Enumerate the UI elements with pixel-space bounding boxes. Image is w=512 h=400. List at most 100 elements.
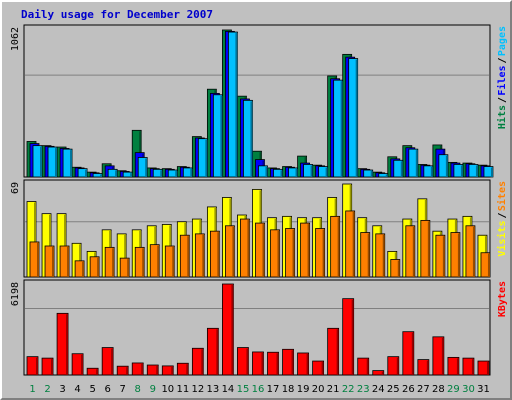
bar-shade-sites-day-28 xyxy=(442,236,445,277)
bar-shade-pages-day-11 xyxy=(190,168,193,177)
day-label-31: 31 xyxy=(477,384,490,395)
bar-shade-sites-day-22 xyxy=(352,211,355,277)
day-label-1: 1 xyxy=(29,384,35,395)
bar-shade-kbytes-day-8 xyxy=(141,363,144,375)
bar-shade-pages-day-19 xyxy=(310,165,313,177)
bar-shade-sites-day-1 xyxy=(37,242,39,277)
legend-hits: Hits xyxy=(496,105,508,129)
bar-shade-kbytes-day-13 xyxy=(216,329,219,375)
day-label-6: 6 xyxy=(104,384,110,395)
day-label-11: 11 xyxy=(176,384,189,395)
y-max-label-bottom: 6198 xyxy=(10,282,21,306)
day-label-20: 20 xyxy=(312,384,325,395)
day-label-28: 28 xyxy=(432,384,445,395)
bar-shade-kbytes-day-21 xyxy=(336,329,339,375)
day-label-3: 3 xyxy=(59,384,65,395)
bar-shade-pages-day-23 xyxy=(370,171,373,177)
bar-shade-kbytes-day-26 xyxy=(411,332,414,375)
bar-shade-sites-day-14 xyxy=(232,226,235,277)
bar-shade-sites-day-13 xyxy=(217,232,220,277)
bar-shade-kbytes-day-19 xyxy=(306,353,309,375)
day-label-10: 10 xyxy=(161,384,174,395)
day-label-26: 26 xyxy=(402,384,415,395)
bar-shade-pages-day-8 xyxy=(145,158,148,177)
bar-shade-sites-day-17 xyxy=(277,230,280,277)
bar-shade-pages-day-13 xyxy=(220,95,223,177)
bar-shade-sites-day-16 xyxy=(262,224,265,277)
bar-shade-pages-day-26 xyxy=(415,150,418,177)
bar-shade-sites-day-4 xyxy=(82,261,85,277)
bar-shade-kbytes-day-29 xyxy=(456,358,459,375)
bar-shade-kbytes-day-25 xyxy=(396,357,399,375)
day-label-21: 21 xyxy=(327,384,340,395)
bar-shade-kbytes-day-14 xyxy=(231,285,234,375)
bar-sites-day-16 xyxy=(255,222,265,278)
bar-shade-pages-day-20 xyxy=(325,167,328,177)
bar-shade-pages-day-7 xyxy=(130,173,133,177)
bar-shade-kbytes-day-6 xyxy=(111,348,114,375)
y-max-label-top: 1062 xyxy=(10,27,21,51)
day-label-12: 12 xyxy=(192,384,205,395)
legend-visits: Visits xyxy=(496,221,508,257)
legend-separator-middle: / xyxy=(497,213,508,219)
bar-shade-kbytes-day-12 xyxy=(201,349,204,375)
bar-kbytes-day-16 xyxy=(252,351,264,376)
day-label-27: 27 xyxy=(417,384,430,395)
bar-shade-kbytes-day-15 xyxy=(246,348,249,375)
day-label-19: 19 xyxy=(297,384,310,395)
bar-shade-sites-day-23 xyxy=(367,233,370,277)
legend-pages: Pages xyxy=(497,26,508,56)
bar-shade-kbytes-day-2 xyxy=(51,359,54,375)
day-label-22: 22 xyxy=(342,384,355,395)
bar-shade-pages-day-14 xyxy=(235,33,238,177)
day-label-25: 25 xyxy=(387,384,400,395)
legend-sites: Sites xyxy=(496,181,508,211)
legend-separator-top: / xyxy=(497,97,508,103)
bar-shade-sites-day-12 xyxy=(202,234,205,277)
bar-shade-kbytes-day-31 xyxy=(486,362,489,375)
bar-shade-pages-day-28 xyxy=(445,155,448,177)
bar-shade-kbytes-day-18 xyxy=(291,350,294,375)
bar-shade-pages-day-5 xyxy=(100,174,103,177)
bar-shade-pages-day-16 xyxy=(265,166,268,177)
bar-shade-pages-day-6 xyxy=(115,170,118,177)
bar-shade-kbytes-day-27 xyxy=(426,360,429,375)
bar-shade-visits-day-7 xyxy=(124,234,127,277)
bar-shade-pages-day-21 xyxy=(340,81,343,177)
bar-shade-kbytes-day-1 xyxy=(36,357,38,375)
bar-shade-sites-day-7 xyxy=(127,259,130,277)
bar-shade-sites-day-20 xyxy=(322,229,325,277)
day-label-14: 14 xyxy=(222,384,235,395)
day-label-17: 17 xyxy=(267,384,280,395)
bar-shade-sites-day-27 xyxy=(427,221,430,277)
bar-shade-sites-day-18 xyxy=(292,229,295,277)
legend-separator-top: / xyxy=(497,58,508,64)
bar-shade-kbytes-day-20 xyxy=(321,362,324,375)
legend-kbytes: KBytes xyxy=(497,281,508,317)
bar-shade-sites-day-15 xyxy=(247,220,250,277)
chart-title: Daily usage for December 2007 xyxy=(21,8,214,21)
bar-shade-sites-day-30 xyxy=(472,226,475,277)
bar-shade-sites-day-8 xyxy=(142,248,145,277)
bar-shade-kbytes-day-17 xyxy=(276,353,279,375)
bar-shade-kbytes-day-3 xyxy=(66,314,69,375)
bar-shade-sites-day-21 xyxy=(337,217,340,277)
bar-shade-kbytes-day-10 xyxy=(171,366,174,375)
bar-shade-pages-day-18 xyxy=(295,168,298,177)
day-label-9: 9 xyxy=(150,384,156,395)
bar-shade-pages-day-15 xyxy=(250,101,253,177)
bar-shade-sites-day-25 xyxy=(397,260,400,277)
bar-shade-kbytes-day-9 xyxy=(156,366,159,375)
day-label-30: 30 xyxy=(462,384,475,395)
bar-shade-kbytes-day-5 xyxy=(96,369,99,375)
bar-shade-sites-day-10 xyxy=(172,247,175,277)
day-label-16: 16 xyxy=(252,384,265,395)
bar-shade-kbytes-day-16 xyxy=(261,352,264,375)
bar-shade-pages-day-25 xyxy=(400,161,403,177)
bar-shade-sites-day-2 xyxy=(52,247,55,277)
day-label-2: 2 xyxy=(44,384,50,395)
bar-shade-sites-day-11 xyxy=(187,236,190,277)
bar-shade-visits-day-1 xyxy=(34,202,36,277)
bar-shade-sites-day-6 xyxy=(112,248,115,277)
